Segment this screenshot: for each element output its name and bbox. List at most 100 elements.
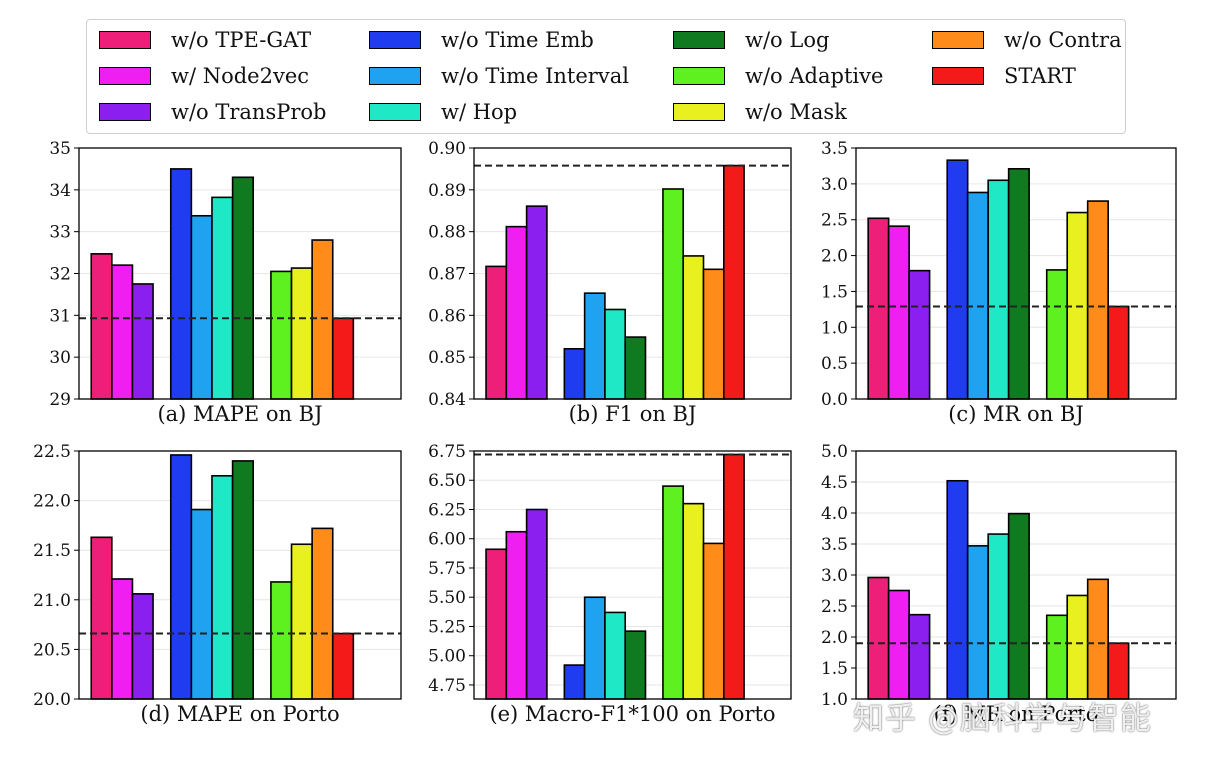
bar	[987, 533, 1010, 700]
legend-item: w/o Time Interval	[369, 64, 629, 88]
plot-frame	[855, 147, 1177, 400]
bar	[90, 253, 113, 400]
bar	[525, 205, 548, 400]
bar	[682, 255, 705, 400]
bar	[211, 196, 234, 400]
bar	[270, 581, 293, 700]
y-tick-label: 6.00	[428, 530, 466, 550]
y-tick-label: 0.90	[428, 139, 466, 159]
bar	[485, 265, 508, 400]
legend: w/o TPE-GAT w/ Node2vec w/o TransProb w/o T…	[86, 19, 1126, 134]
y-tick-label: 30	[49, 348, 71, 368]
y-tick-label: 0.5	[821, 354, 848, 374]
chart-title: (c) MR on BJ	[948, 402, 1084, 426]
bar	[211, 474, 234, 700]
bar	[867, 217, 890, 400]
y-tick-label: 32	[49, 265, 71, 285]
legend-swatch	[932, 67, 984, 85]
bar	[131, 593, 154, 700]
legend-swatch	[673, 67, 725, 85]
chart-title: (d) MAPE on Porto	[140, 702, 339, 726]
legend-label: w/o Mask	[745, 100, 847, 124]
y-tick-label: 21.5	[33, 541, 71, 561]
legend-label: w/o Contra	[1004, 28, 1122, 52]
bar	[563, 664, 586, 700]
chart-panel: 0.84 0.85 0.86 0.87 0.88 0.89 0.90 (b) F1 on BJ	[428, 139, 792, 426]
y-tick-label: 0.86	[428, 306, 466, 326]
legend-item: w/o Time Emb	[369, 28, 594, 52]
plot-frame	[473, 450, 792, 700]
bar	[90, 536, 113, 700]
bar	[169, 454, 193, 700]
bar	[1045, 269, 1068, 400]
chart-title: (b) F1 on BJ	[569, 402, 697, 426]
y-tick-label: 0.89	[428, 181, 466, 201]
y-tick-label: 29	[49, 390, 71, 410]
bar	[583, 292, 606, 400]
legend-item: w/ Node2vec	[99, 64, 309, 88]
y-tick-label: 20.5	[33, 640, 71, 660]
legend-item: w/o Mask	[673, 100, 847, 124]
bar	[867, 576, 890, 700]
y-tick-label: 5.25	[428, 617, 466, 637]
y-tick-label: 5.75	[428, 559, 466, 579]
legend-label: START	[1004, 64, 1076, 88]
bar	[702, 268, 725, 400]
bar	[270, 270, 293, 400]
y-tick-label: 0.84	[428, 390, 466, 410]
bar	[131, 283, 154, 400]
y-tick-label: 1.5	[821, 282, 848, 302]
legend-label: w/o TPE-GAT	[171, 28, 312, 52]
plot-frame	[855, 450, 1177, 700]
bar	[190, 508, 213, 700]
bar	[946, 479, 969, 700]
legend-label: w/o Log	[745, 28, 830, 52]
legend-swatch	[99, 103, 151, 121]
y-tick-label: 22.5	[33, 442, 71, 462]
legend-label: w/o Adaptive	[745, 64, 884, 88]
legend-label: w/ Node2vec	[171, 64, 310, 88]
plot-frame	[78, 147, 402, 400]
y-tick-label: 3.0	[821, 566, 848, 586]
bar	[1007, 167, 1030, 400]
legend-item: w/o Log	[673, 28, 829, 52]
y-tick-label: 31	[49, 306, 71, 326]
bar	[624, 336, 647, 400]
bar	[908, 269, 931, 400]
y-tick-label: 22.0	[33, 492, 71, 512]
bar	[604, 611, 627, 700]
y-tick-label: 4.5	[821, 473, 848, 493]
y-tick-label: 34	[49, 181, 71, 201]
y-tick-label: 5.00	[428, 647, 466, 667]
plot-frame	[78, 450, 402, 700]
y-tick-label: 3.5	[821, 535, 848, 555]
bar	[1007, 512, 1030, 700]
legend-label: w/o TransProb	[171, 100, 327, 124]
bar	[887, 225, 910, 400]
bar	[682, 502, 705, 700]
y-tick-label: 1.0	[821, 690, 848, 710]
y-tick-label: 0.85	[428, 348, 466, 368]
y-tick-label: 6.75	[428, 442, 466, 462]
legend-label: w/o Time Interval	[441, 64, 629, 88]
bar	[583, 596, 606, 700]
bar	[485, 548, 508, 700]
y-tick-label: 2.5	[821, 597, 848, 617]
bar	[505, 530, 528, 700]
legend-swatch	[369, 103, 421, 121]
bar	[331, 632, 355, 700]
bar	[525, 508, 548, 700]
chart-panel: 4.75 5.00 5.25 5.50 5.75 6.00 6.25 6.50 6.75 (e) …	[428, 442, 792, 726]
y-tick-label: 4.75	[428, 676, 466, 696]
chart-panel: 0.0 0.5 1.0 1.5 2.0 2.5 3.0 3.5 (c) MR on BJ	[821, 139, 1177, 426]
legend-label: w/ Hop	[441, 100, 518, 124]
bar	[722, 164, 745, 400]
bar	[887, 589, 910, 700]
plot-frame	[473, 147, 792, 400]
bar	[662, 485, 685, 700]
y-tick-label: 5.50	[428, 588, 466, 608]
legend-swatch	[99, 31, 151, 49]
y-tick-label: 0.0	[821, 390, 848, 410]
bar	[987, 179, 1010, 400]
legend-swatch	[369, 67, 421, 85]
